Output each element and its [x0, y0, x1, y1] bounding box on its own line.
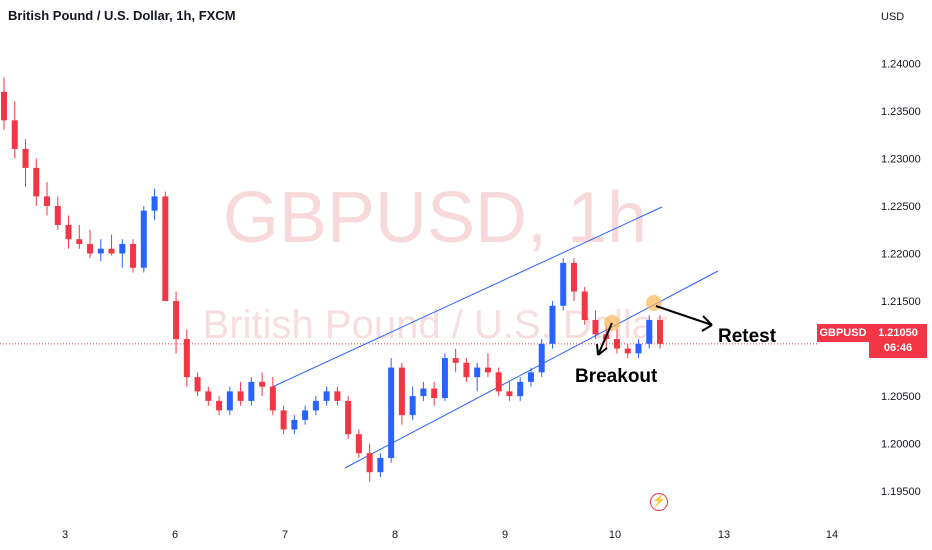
- y-tick-label: 1.21500: [881, 296, 921, 308]
- candle-body: [581, 291, 588, 321]
- y-tick-label: 1.19500: [881, 486, 921, 498]
- candle-body: [302, 410, 309, 420]
- candle-body: [495, 372, 502, 392]
- retest-arrow: [655, 305, 713, 332]
- candle-body: [87, 243, 94, 254]
- last-price-tag: 1.21050 06:46: [869, 324, 927, 358]
- candle-body: [570, 262, 577, 292]
- candle-body: [409, 396, 416, 416]
- x-tick-label: 14: [826, 529, 838, 541]
- lightning-icon[interactable]: ⚡: [650, 493, 668, 511]
- candle-body: [323, 391, 330, 401]
- candle-body: [130, 243, 137, 268]
- candle-body: [345, 400, 352, 435]
- candle-body: [613, 339, 620, 349]
- chart-title: British Pound / U.S. Dollar, 1h, FXCM: [8, 8, 236, 23]
- candle-body: [119, 243, 126, 254]
- x-tick-label: 7: [282, 529, 288, 541]
- candle-body: [97, 248, 104, 254]
- candle-body: [366, 453, 373, 473]
- y-tick-label: 1.24000: [881, 58, 921, 70]
- candle-body: [108, 248, 115, 254]
- y-tick-label: 1.22000: [881, 248, 921, 260]
- candle-body: [205, 391, 212, 401]
- candle-body: [151, 196, 158, 211]
- candle-body: [33, 167, 40, 197]
- x-tick-label: 3: [62, 529, 68, 541]
- candle-body: [355, 434, 362, 454]
- x-tick-label: 13: [718, 529, 730, 541]
- y-tick-label: 1.20500: [881, 391, 921, 403]
- candle-body: [1, 91, 7, 121]
- candle-body: [334, 391, 341, 401]
- candle-body: [431, 388, 438, 399]
- candle-body: [194, 377, 201, 392]
- x-tick-label: 8: [392, 529, 398, 541]
- y-tick-label: 1.23000: [881, 153, 921, 165]
- currency-label: USD: [881, 11, 904, 23]
- countdown-value: 06:46: [883, 342, 913, 354]
- candle-body: [173, 301, 180, 340]
- x-tick-label: 6: [172, 529, 178, 541]
- y-tick-label: 1.22500: [881, 201, 921, 213]
- x-tick-label: 10: [609, 529, 621, 541]
- y-tick-label: 1.23500: [881, 106, 921, 118]
- breakout-label: Breakout: [575, 366, 658, 387]
- candle-body: [22, 148, 29, 168]
- candle-body: [388, 367, 395, 458]
- candle-body: [237, 391, 244, 401]
- candle-body: [226, 391, 233, 411]
- candle-body: [216, 400, 223, 411]
- candle-body: [312, 400, 319, 411]
- candle-body: [635, 343, 642, 354]
- symbol-tag: GBPUSD: [817, 324, 869, 342]
- candle-body: [517, 381, 524, 397]
- candle-body: [441, 358, 448, 399]
- candle-body: [76, 239, 83, 244]
- retest-marker: [646, 295, 662, 311]
- candle-body: [291, 419, 298, 430]
- breakout-arrow: [596, 322, 613, 356]
- x-tick-label: 9: [502, 529, 508, 541]
- candle-body: [140, 210, 147, 268]
- candle-body: [484, 367, 491, 373]
- candle-body: [377, 457, 384, 473]
- candle-body: [506, 391, 513, 397]
- last-price-value: 1.21050: [878, 327, 918, 339]
- candle-body: [280, 410, 287, 430]
- candle-body: [624, 348, 631, 354]
- candle-body: [65, 224, 72, 240]
- candle-body: [463, 362, 470, 378]
- candle-body: [420, 388, 427, 397]
- candle-body: [538, 343, 545, 373]
- candle-body: [549, 305, 556, 344]
- y-tick-label: 1.20000: [881, 439, 921, 451]
- candle-body: [657, 320, 663, 344]
- retest-label: Retest: [718, 326, 777, 347]
- candle-body: [54, 205, 61, 225]
- channel-upper-line: [269, 206, 663, 389]
- candle-body: [162, 196, 169, 302]
- candle-body: [592, 320, 599, 335]
- candle-body: [398, 367, 405, 416]
- candle-body: [560, 262, 567, 306]
- candle-body: [44, 196, 51, 206]
- watermark-symbol: GBPUSD, 1h: [223, 178, 647, 258]
- candle-body: [452, 358, 459, 363]
- candle-body: [183, 339, 190, 378]
- candle-body: [474, 367, 481, 378]
- candle-body: [259, 381, 266, 387]
- candle-body: [269, 386, 276, 411]
- candle-body: [527, 372, 534, 382]
- candle-body: [11, 120, 18, 149]
- candle-body: [248, 381, 255, 401]
- watermark-description: British Pound / U.S. Dollar: [203, 303, 668, 347]
- candle-body: [646, 320, 653, 344]
